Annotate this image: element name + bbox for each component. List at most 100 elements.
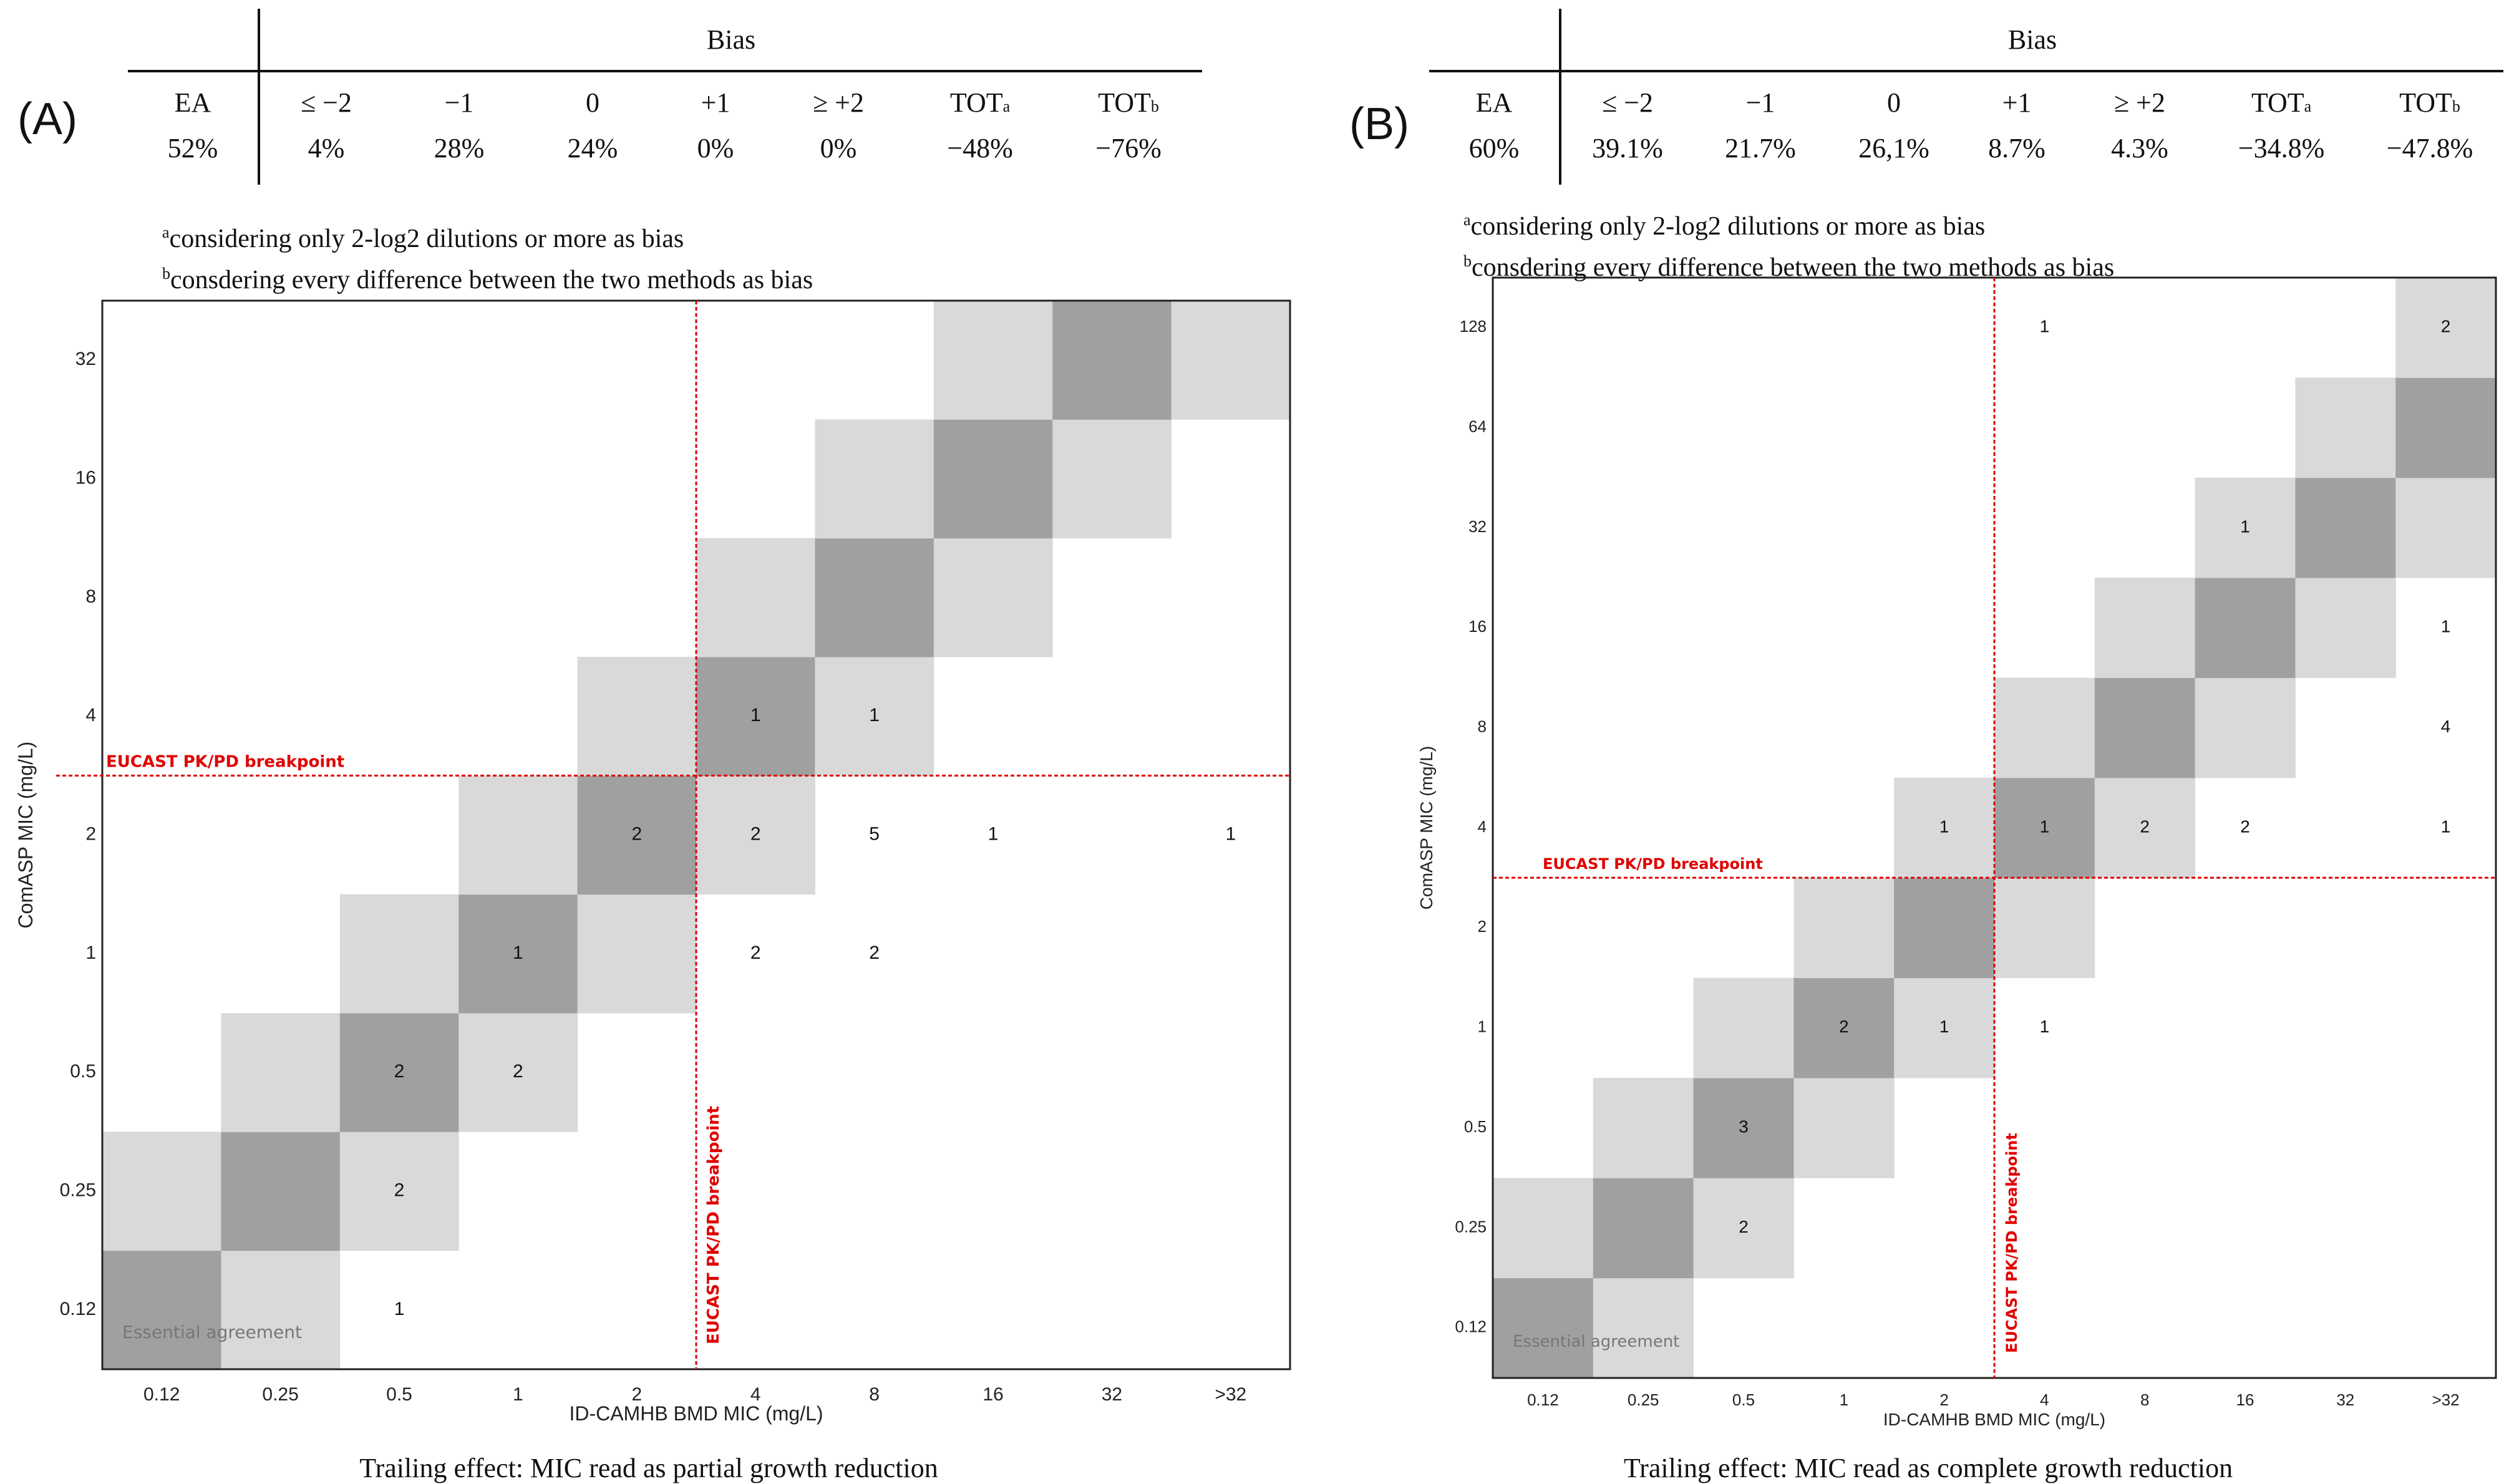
value-cell: 52% [167, 133, 218, 163]
count-label: 3 [1739, 1117, 1749, 1136]
count-label: 1 [1225, 823, 1236, 844]
x-tick-label: 0.12 [143, 1384, 180, 1405]
diagonal-cell [339, 1013, 459, 1132]
agreement-cell [221, 1250, 341, 1370]
count-label: 2 [2140, 817, 2150, 836]
header-cell: +1 [1961, 70, 2073, 132]
y-axis-label: ComASP MIC (mg/L) [14, 742, 37, 929]
y-tick-label: 1 [85, 943, 96, 963]
header-sub: b [1150, 97, 1159, 115]
agreement-cell [1693, 1178, 1794, 1279]
diagonal-cell [1793, 977, 1895, 1079]
mic-heatmap-chart: 1 2 2 2 1 2 2 2 2 5 1 1 1 1 0.12 0.25 0.5 1 2 4 8 16 32 >32 0.12… [14, 299, 1291, 1425]
value-cell: 4% [258, 132, 392, 185]
agreement-cell [459, 1013, 578, 1132]
header-cell: 0 [526, 70, 659, 132]
breakpoint-label-vertical: EUCAST PK/PD breakpoint [2003, 1133, 2021, 1353]
agreement-cell [815, 419, 934, 539]
count-label: 1 [750, 705, 761, 725]
agreement-cell [459, 775, 578, 895]
count-label: 5 [869, 823, 880, 844]
agreement-cell [1894, 777, 1995, 878]
x-axis-label: ID-CAMHB BMD MIC (mg/L) [1883, 1410, 2105, 1429]
value-cell: 24% [567, 133, 618, 163]
x-tick-label: 1 [1840, 1390, 1848, 1409]
header-cell: −1 [392, 70, 526, 132]
count-label: 2 [1839, 1017, 1849, 1036]
count-label: 2 [513, 1061, 523, 1082]
x-tick-label: 16 [983, 1384, 1003, 1405]
agreement-cell [1493, 1178, 1594, 1279]
header-text: TOT [949, 87, 1003, 118]
value-cell: 26,1% [1858, 133, 1929, 163]
header-cell-tot-b: TOTb [2356, 70, 2503, 132]
header-text: TOT [2251, 87, 2304, 118]
header-cell: ≤ −2 [1559, 70, 1694, 132]
header-cell: ≤ −2 [258, 70, 392, 132]
count-label: 1 [394, 1299, 405, 1319]
diagonal-cell [2195, 578, 2296, 678]
count-label: 1 [513, 943, 523, 963]
caption: Trailing effect: MIC read as complete gr… [1623, 1453, 2233, 1483]
x-tick-label: 0.25 [1628, 1390, 1659, 1409]
x-tick-label: 4 [2040, 1390, 2049, 1409]
agreement-cell [2295, 578, 2396, 678]
bias-table: Bias EA ≤ −2 −1 0 +1 ≥ +2 TOTa TOTb 60% … [1429, 9, 2503, 185]
x-tick-label: 2 [631, 1384, 642, 1405]
diagonal-cell [221, 1132, 341, 1251]
value-cell: 28% [434, 133, 485, 163]
x-tick-label: 0.12 [1527, 1390, 1559, 1409]
x-tick-label: 4 [750, 1384, 761, 1405]
diagonal-cell [1994, 777, 2095, 878]
x-tick-label: 8 [2140, 1390, 2149, 1409]
x-tick-label: 0.5 [386, 1384, 412, 1405]
count-label: 1 [988, 823, 999, 844]
footnote-mark: b [1463, 252, 1472, 270]
header-cell-tot-b: TOTb [1055, 70, 1202, 132]
panel-letter: (B) [1349, 99, 1409, 149]
footnote-text: considering only 2-log2 dilutions or mor… [1470, 212, 1986, 241]
header-text: TOT [2399, 87, 2452, 118]
value-cell: 8.7% [1988, 133, 2046, 163]
x-tick-label: 32 [2336, 1390, 2354, 1409]
agreement-cell [2295, 377, 2396, 478]
count-label: 2 [394, 1061, 405, 1082]
count-label: 2 [750, 943, 761, 963]
value-cell: −47.8% [2386, 133, 2473, 163]
header-sub: b [2452, 97, 2460, 115]
x-axis-label: ID-CAMHB BMD MIC (mg/L) [569, 1402, 823, 1425]
footnote-mark: a [1463, 211, 1471, 229]
breakpoint-label-horizontal: EUCAST PK/PD breakpoint [106, 752, 344, 771]
y-tick-label: 4 [1478, 817, 1487, 836]
agreement-cell [2094, 578, 2196, 678]
x-tick-label: 8 [869, 1384, 880, 1405]
agreement-cell [933, 301, 1053, 420]
diagonal-cell [1493, 1278, 1594, 1379]
y-tick-label: 0.25 [1455, 1217, 1487, 1236]
diagonal-cell [459, 894, 578, 1014]
y-tick-label: 64 [1468, 417, 1487, 435]
header-text: TOT [1098, 87, 1151, 118]
essential-agreement-label: Essential agreement [1513, 1332, 1679, 1351]
footnote-a: aconsidering only 2-log2 dilutions or mo… [1463, 203, 2114, 244]
header-cell: EA [128, 70, 259, 132]
bias-title: Bias [258, 9, 1202, 71]
count-label: 2 [1739, 1217, 1749, 1236]
diagonal-cell [2094, 677, 2196, 778]
diagonal-cell [1052, 301, 1172, 420]
header-cell-tot-a: TOTa [905, 70, 1055, 132]
bias-table: Bias EA ≤ −2 −1 0 +1 ≥ +2 TOTa TOTb 52% … [128, 9, 1202, 185]
value-cell: −34.8% [2238, 133, 2325, 163]
agreement-cell [696, 775, 815, 895]
diagonal-cell [1894, 878, 1995, 979]
agreement-cell [102, 1132, 221, 1251]
agreement-cell [1894, 977, 1995, 1079]
agreement-cell [1994, 677, 2095, 778]
y-axis-label: ComASP MIC (mg/L) [1417, 746, 1436, 909]
agreement-cell [1593, 1077, 1694, 1178]
header-cell: 0 [1827, 70, 1961, 132]
diagonal-cell [696, 657, 815, 776]
count-label: 2 [2441, 317, 2451, 336]
diagonal-cell [577, 775, 697, 895]
x-tick-label: 0.25 [262, 1384, 298, 1405]
